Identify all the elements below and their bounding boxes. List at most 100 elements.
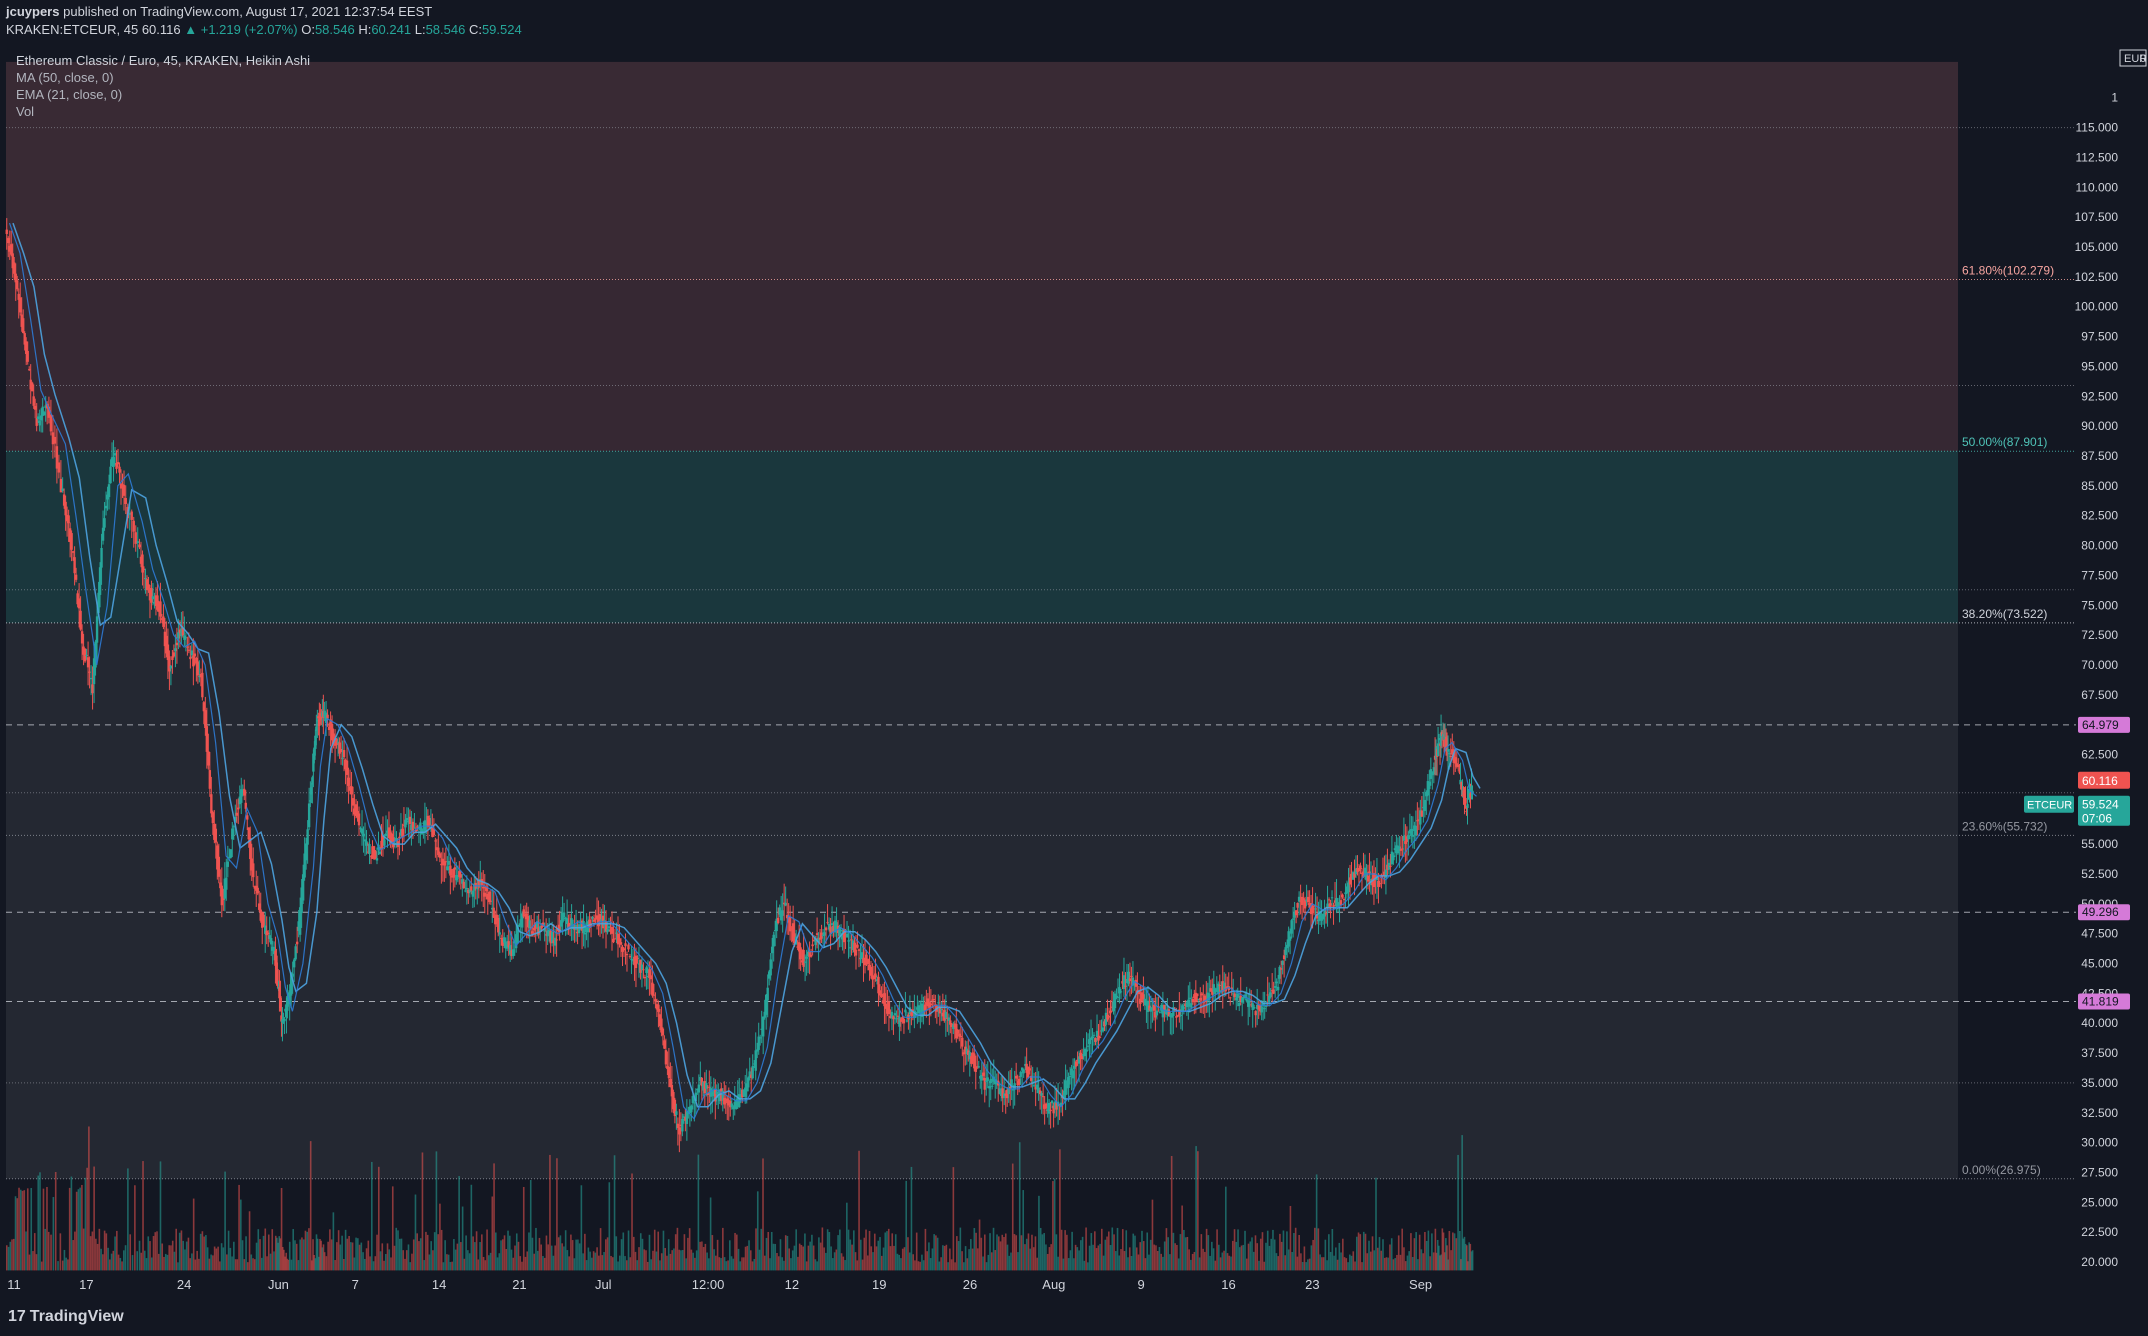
candle-body <box>946 1017 949 1019</box>
volume-bar <box>632 1236 635 1271</box>
volume-bar <box>1097 1245 1100 1271</box>
candle-body <box>1110 1006 1114 1008</box>
candle-body <box>1250 1004 1253 1006</box>
candle-body <box>384 833 388 837</box>
candle-body <box>486 893 489 900</box>
candle-body <box>805 956 808 959</box>
candle-body <box>91 684 94 694</box>
candle-body <box>860 952 864 959</box>
price-chart[interactable]: 61.80%(102.279)50.00%(87.901)38.20%(73.5… <box>0 44 2148 1300</box>
volume-bar <box>308 1228 310 1271</box>
volume-bar <box>1331 1229 1334 1271</box>
volume-bar <box>405 1250 408 1271</box>
x-tick-label: 7 <box>352 1277 359 1292</box>
legend-vol[interactable]: Vol <box>16 104 35 119</box>
volume-bar <box>241 1240 244 1271</box>
candle-body <box>184 637 188 639</box>
candle-body <box>1257 1004 1260 1010</box>
volume-bar <box>93 1166 95 1271</box>
candle-body <box>80 631 84 644</box>
volume-bar <box>1300 1253 1302 1271</box>
volume-bar <box>681 1249 684 1271</box>
tradingview-logo[interactable]: 17 TradingView <box>8 1308 124 1326</box>
legend-ma[interactable]: MA (50, close, 0) <box>16 70 114 85</box>
volume-bar <box>173 1251 176 1271</box>
candle-body <box>5 229 8 234</box>
candle-body <box>1006 1089 1009 1099</box>
candle-body <box>779 912 783 921</box>
volume-bar <box>260 1257 263 1271</box>
candle-body <box>438 853 442 858</box>
volume-bar <box>495 1232 497 1271</box>
candle-body <box>174 648 177 652</box>
volume-bar <box>685 1258 687 1271</box>
volume-bar <box>769 1258 771 1271</box>
candle-body <box>1071 1070 1075 1079</box>
candle-body <box>145 579 149 591</box>
volume-bar <box>161 1243 164 1271</box>
candle-body <box>895 1018 898 1020</box>
candle-body <box>389 832 392 845</box>
y-tick-label: 52.500 <box>2081 867 2118 881</box>
candle-body <box>231 828 234 840</box>
volume-bar <box>1078 1250 1080 1271</box>
volume-bar <box>650 1259 653 1271</box>
volume-bar <box>1202 1248 1204 1271</box>
volume-bar <box>571 1240 574 1271</box>
candle-body <box>1133 982 1136 986</box>
publisher-name[interactable]: jcuypers <box>6 4 60 19</box>
volume-bar <box>1092 1244 1094 1271</box>
candle-body <box>592 919 596 922</box>
candle-body <box>407 820 410 823</box>
y-tick-label: 32.500 <box>2081 1106 2118 1120</box>
volume-bar <box>255 1242 258 1271</box>
volume-bar <box>295 1243 298 1271</box>
candle-body <box>1007 1088 1010 1095</box>
chart-area[interactable]: 61.80%(102.279) 50.00%(87.901) 38.20%(73.5… <box>0 44 2148 1300</box>
volume-bar <box>919 1261 921 1271</box>
candle-body <box>281 1019 284 1023</box>
y-tick-label: 115.000 <box>2076 121 2119 135</box>
volume-bar <box>54 1171 57 1271</box>
candle-body <box>410 824 413 831</box>
candle-body <box>1408 829 1412 834</box>
volume-bar <box>1107 1231 1110 1271</box>
candle-body <box>724 1099 727 1102</box>
candle-body <box>1146 1000 1150 1013</box>
volume-bar <box>515 1233 518 1271</box>
volume-bar <box>40 1261 43 1271</box>
candle-body <box>950 1023 954 1027</box>
candle-body <box>506 945 509 949</box>
volume-bar <box>1322 1257 1325 1271</box>
legend-title[interactable]: Ethereum Classic / Euro, 45, KRAKEN, Hei… <box>16 53 311 68</box>
volume-bar <box>737 1248 740 1271</box>
volume-bar <box>1043 1233 1045 1271</box>
volume-bar <box>311 1260 313 1271</box>
volume-bar <box>1106 1236 1108 1271</box>
candle-body <box>515 934 518 949</box>
candle-body <box>580 920 584 931</box>
volume-bar <box>283 1249 285 1271</box>
candle-body <box>1003 1093 1006 1098</box>
candle-body <box>550 931 554 943</box>
legend-ema[interactable]: EMA (21, close, 0) <box>16 87 123 102</box>
volume-bar <box>475 1231 478 1271</box>
candle-body <box>350 786 353 795</box>
volume-bar <box>325 1256 328 1271</box>
volume-bar <box>309 1141 312 1271</box>
volume-bar <box>749 1250 752 1271</box>
candle-body <box>544 934 548 936</box>
volume-bar <box>318 1256 320 1271</box>
volume-bar <box>786 1235 789 1271</box>
candle-body <box>1344 892 1347 895</box>
candle-body <box>1074 1061 1078 1067</box>
volume-bar <box>676 1227 679 1271</box>
candle-body <box>468 889 472 893</box>
volume-bar <box>1141 1230 1143 1271</box>
volume-bar <box>1034 1236 1037 1271</box>
volume-bar <box>566 1250 569 1271</box>
volume-bar <box>59 1233 62 1271</box>
volume-bar <box>182 1240 184 1271</box>
volume-bar <box>1362 1231 1365 1271</box>
candle-body <box>871 975 874 980</box>
